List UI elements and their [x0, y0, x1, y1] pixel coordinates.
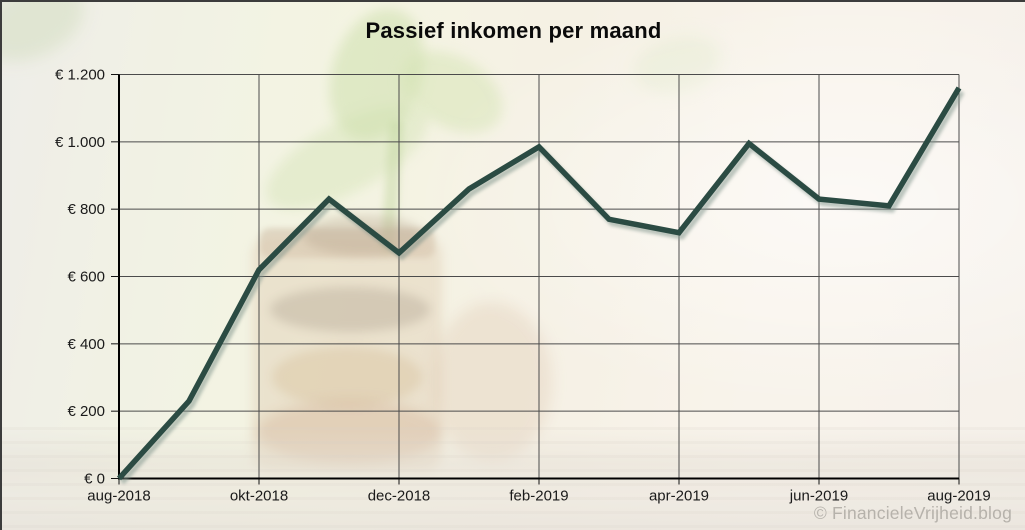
income-line-series	[116, 86, 962, 481]
x-tick-label: okt-2018	[230, 488, 288, 505]
x-tick-label: dec-2018	[368, 488, 431, 505]
y-tick-label: € 200	[67, 403, 105, 420]
chart-title: Passief inkomen per maand	[365, 18, 662, 43]
y-tick-label: € 600	[67, 269, 105, 286]
watermark: © FinancieleVrijheid.blog	[813, 503, 1012, 523]
y-tick-label: € 1.000	[55, 134, 105, 151]
y-tick-label: € 1.200	[55, 67, 105, 84]
x-tick-label: jun-2019	[789, 488, 848, 505]
x-tick-label: aug-2018	[87, 488, 150, 505]
y-tick-label: € 0	[84, 471, 105, 488]
x-tick-label: apr-2019	[649, 488, 709, 505]
x-tick-label: feb-2019	[509, 488, 568, 505]
y-tick-label: € 400	[67, 336, 105, 353]
x-tick-label: aug-2019	[927, 488, 990, 505]
y-tick-label: € 800	[67, 201, 105, 218]
